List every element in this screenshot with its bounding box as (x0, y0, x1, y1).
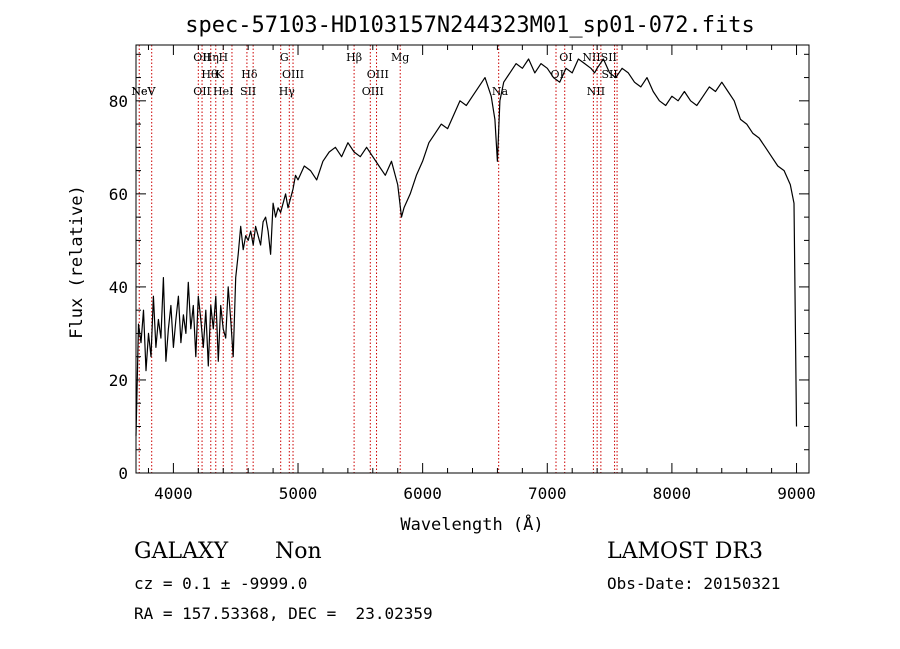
line-label: OIII (282, 68, 304, 81)
axis-layer: 4000 5000 6000 7000 8000 9000 0 20 40 60 80 (109, 44, 816, 503)
x-tick-label: 9000 (777, 484, 816, 503)
x-tick-label: 5000 (279, 484, 318, 503)
line-label: H (218, 51, 228, 64)
x-tick-label: 8000 (653, 484, 692, 503)
line-label: OIII (362, 85, 384, 98)
line-label: NeV (131, 85, 156, 98)
line-label: NII (587, 85, 605, 98)
x-tick-label: 7000 (528, 484, 567, 503)
obs-date: Obs-Date: 20150321 (607, 574, 781, 593)
line-label: Hθ (201, 68, 218, 81)
x-axis-label: Wavelength (Å) (400, 513, 543, 535)
redshift-readout: cz = 0.1 ± -9999.0 (134, 574, 308, 593)
line-label: OI (551, 68, 564, 81)
y-tick-label: 60 (109, 185, 128, 204)
y-tick-label: 20 (109, 371, 128, 390)
object-subclass: Non (275, 539, 322, 564)
coordinates: RA = 157.53368, DEC = 23.02359 (134, 604, 433, 623)
x-tick-label: 4000 (154, 484, 193, 503)
line-label: Hδ (241, 68, 258, 81)
plot-layer (135, 58, 798, 436)
line-label: NIISII (582, 51, 617, 64)
line-label: Na (492, 85, 509, 98)
survey-name: LAMOST DR3 (607, 539, 763, 564)
line-label: NeV (131, 85, 156, 98)
line-label: OI (559, 51, 572, 64)
line-label: OIII (367, 68, 389, 81)
plot-frame (135, 44, 810, 474)
line-marker-layer (138, 45, 618, 473)
y-tick-label: 80 (109, 92, 128, 111)
spectrum-line (135, 58, 798, 436)
line-label: SII (601, 68, 617, 81)
line-label: Mg (391, 51, 409, 64)
line-label: Hγ (279, 85, 296, 98)
line-label: G (280, 51, 289, 64)
x-tick-label: 6000 (403, 484, 442, 503)
line-label: HeI (213, 85, 233, 98)
y-axis-label: Flux (relative) (67, 185, 87, 339)
line-label: SII (240, 85, 256, 98)
line-label: OII (193, 85, 211, 98)
y-tick-label: 40 (109, 278, 128, 297)
chart-title: spec-57103-HD103157N244323M01_sp01-072.f… (185, 13, 755, 38)
line-label: Hη (203, 51, 219, 64)
line-label: OII (193, 51, 211, 64)
y-tick-label: 0 (118, 464, 128, 483)
line-label: K (215, 68, 224, 81)
line-label: Hβ (346, 51, 362, 64)
object-class: GALAXY (134, 539, 229, 564)
